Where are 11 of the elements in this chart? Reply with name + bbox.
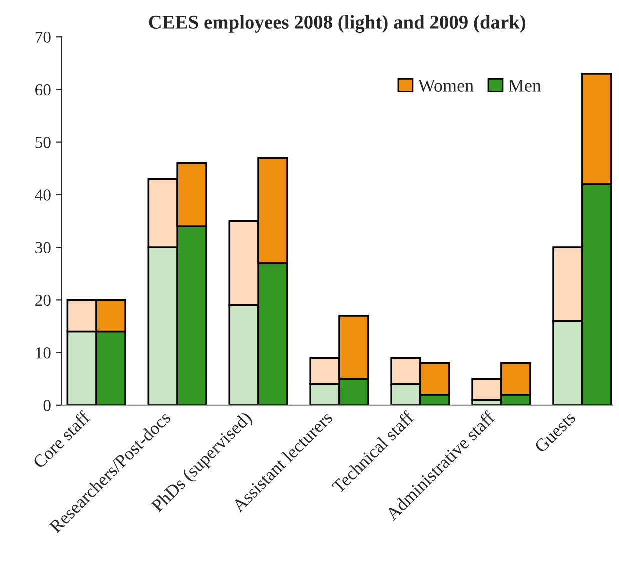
y-tick-label: 50	[36, 137, 51, 148]
chart-title: CEES employees 2008 (light) and 2009 (dark)	[149, 15, 526, 34]
y-tick-label: 40	[35, 190, 51, 201]
y-tick-label: 60	[36, 84, 51, 96]
y-tick-label: 10	[36, 347, 51, 359]
y-tick-label: 30	[36, 242, 51, 254]
y-tick-label: 20	[36, 294, 51, 306]
y-tick-label: 70	[36, 32, 51, 44]
y-tick-label: 0	[44, 400, 51, 412]
legend-label: Women	[418, 80, 474, 92]
legend-label: Men	[508, 80, 542, 92]
